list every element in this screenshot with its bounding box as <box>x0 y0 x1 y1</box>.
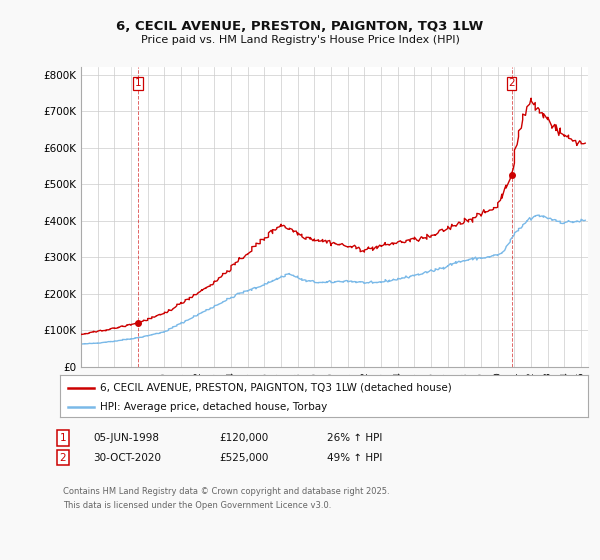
Text: 1: 1 <box>135 78 142 88</box>
Text: 49% ↑ HPI: 49% ↑ HPI <box>327 452 382 463</box>
Text: 2: 2 <box>508 78 515 88</box>
Text: 2: 2 <box>59 452 67 463</box>
Text: 30-OCT-2020: 30-OCT-2020 <box>93 452 161 463</box>
Text: 05-JUN-1998: 05-JUN-1998 <box>93 433 159 443</box>
Text: 6, CECIL AVENUE, PRESTON, PAIGNTON, TQ3 1LW (detached house): 6, CECIL AVENUE, PRESTON, PAIGNTON, TQ3 … <box>100 383 451 393</box>
Text: This data is licensed under the Open Government Licence v3.0.: This data is licensed under the Open Gov… <box>63 501 331 510</box>
Text: £120,000: £120,000 <box>219 433 268 443</box>
Text: £525,000: £525,000 <box>219 452 268 463</box>
Text: Contains HM Land Registry data © Crown copyright and database right 2025.: Contains HM Land Registry data © Crown c… <box>63 487 389 496</box>
Text: Price paid vs. HM Land Registry's House Price Index (HPI): Price paid vs. HM Land Registry's House … <box>140 35 460 45</box>
Text: 6, CECIL AVENUE, PRESTON, PAIGNTON, TQ3 1LW: 6, CECIL AVENUE, PRESTON, PAIGNTON, TQ3 … <box>116 20 484 32</box>
Text: 26% ↑ HPI: 26% ↑ HPI <box>327 433 382 443</box>
Text: 1: 1 <box>59 433 67 443</box>
Text: HPI: Average price, detached house, Torbay: HPI: Average price, detached house, Torb… <box>100 402 327 412</box>
